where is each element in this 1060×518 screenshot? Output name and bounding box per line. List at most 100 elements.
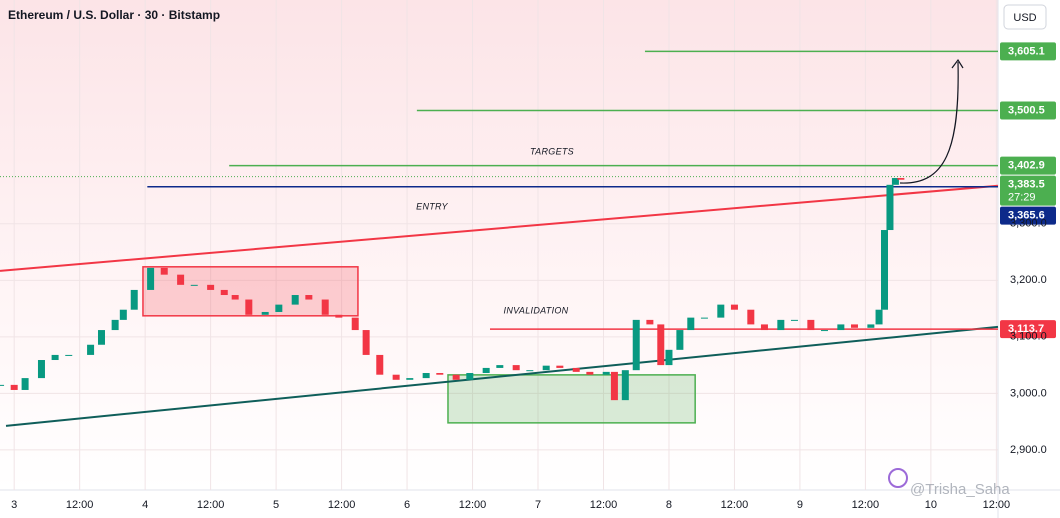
candle <box>87 344 95 355</box>
y-tick-label: 3,000.0 <box>1010 387 1047 399</box>
candle <box>220 289 228 296</box>
candle <box>850 324 858 328</box>
candle <box>897 178 905 180</box>
candle <box>496 365 504 368</box>
x-tick-label: 5 <box>273 499 279 511</box>
price-label: 3,365.6 <box>1008 210 1045 222</box>
zone <box>447 374 696 424</box>
candles <box>0 178 905 401</box>
candle <box>376 354 384 375</box>
trendline <box>5 325 999 427</box>
annotation: ENTRY <box>416 201 448 211</box>
price-label-bg <box>1000 175 1056 206</box>
x-tick-label: 12:00 <box>983 499 1011 511</box>
price-label-bg <box>1000 42 1056 61</box>
x-tick-label: 8 <box>666 499 672 511</box>
candle <box>177 274 185 285</box>
price-label: 3,605.1 <box>1008 45 1045 57</box>
x-tick-label: 12:00 <box>590 499 618 511</box>
candle <box>867 324 875 328</box>
watermark: @Trisha_Saha <box>910 481 1010 498</box>
candle <box>482 367 490 374</box>
candle <box>261 311 269 315</box>
candle <box>466 373 474 380</box>
price-label-bg <box>1000 206 1056 225</box>
annotation: TARGETS <box>530 146 574 156</box>
arrow-head <box>951 58 964 69</box>
price-label: 3,383.5 <box>1008 179 1045 191</box>
x-tick-label: 3 <box>11 499 17 511</box>
countdown: 27:29 <box>1008 192 1036 204</box>
x-tick-label: 12:00 <box>852 499 880 511</box>
annotation: INVALIDATION <box>504 305 569 315</box>
x-tick-label: 10 <box>925 499 937 511</box>
candle <box>452 374 460 380</box>
candle <box>335 314 343 318</box>
candle <box>807 319 815 331</box>
price-label: 3,500.5 <box>1008 104 1045 116</box>
watermark-icon <box>888 468 908 488</box>
candle <box>362 330 370 355</box>
x-tick-label: 12:00 <box>328 499 356 511</box>
candle <box>837 324 845 331</box>
candle <box>556 365 564 368</box>
candle <box>436 373 444 375</box>
candle <box>97 330 105 345</box>
candle <box>245 299 253 315</box>
candle <box>730 304 738 310</box>
candle <box>602 371 610 375</box>
plot-background <box>0 0 998 490</box>
candle <box>717 304 725 318</box>
candle <box>406 378 414 380</box>
candle <box>747 309 755 325</box>
candle <box>207 284 215 290</box>
candle <box>875 309 883 325</box>
candle <box>160 267 168 275</box>
candle <box>21 378 29 390</box>
price-label: 3,402.9 <box>1008 160 1045 172</box>
candle <box>777 319 785 331</box>
x-tick-label: 9 <box>797 499 803 511</box>
y-tick-label: 3,100.0 <box>1010 331 1047 343</box>
candle <box>111 319 119 331</box>
price-label-bg <box>1000 156 1056 175</box>
candle <box>632 319 640 371</box>
candle <box>275 304 283 312</box>
candle <box>790 319 798 321</box>
candle <box>760 324 768 331</box>
candle <box>190 284 198 286</box>
candle <box>886 184 894 231</box>
candle <box>657 324 665 366</box>
candle <box>665 349 673 366</box>
candle <box>881 230 889 310</box>
candle <box>586 371 594 375</box>
x-tick-label: 6 <box>404 499 410 511</box>
grid <box>0 0 998 490</box>
candle <box>572 367 580 372</box>
price-labels: 3,605.1 3,500.5 3,402.9 3,383.527:29 3,365.6… <box>1000 42 1056 339</box>
x-tick-label: 12:00 <box>66 499 94 511</box>
candle <box>0 384 5 386</box>
candle <box>526 370 534 372</box>
candle <box>37 360 45 379</box>
candle <box>130 289 138 310</box>
x-tick-label: 12:00 <box>459 499 487 511</box>
candle <box>512 365 520 371</box>
candle <box>700 317 708 319</box>
candle <box>820 330 828 332</box>
currency-button[interactable] <box>1003 4 1047 30</box>
chart-title: Ethereum / U.S. Dollar · 30 · Bitstamp <box>8 8 220 22</box>
candle <box>621 370 629 401</box>
y-tick-label: 3,300.0 <box>1010 218 1047 230</box>
candle <box>321 299 329 315</box>
x-tick-label: 12:00 <box>721 499 749 511</box>
projection-arrow <box>899 61 959 184</box>
candle <box>392 374 400 380</box>
currency[interactable]: USD <box>1013 12 1036 24</box>
candle <box>51 354 59 361</box>
y-tick-label: 2,900.0 <box>1010 444 1047 456</box>
candle <box>10 384 18 390</box>
x-tick-label: 12:00 <box>197 499 225 511</box>
